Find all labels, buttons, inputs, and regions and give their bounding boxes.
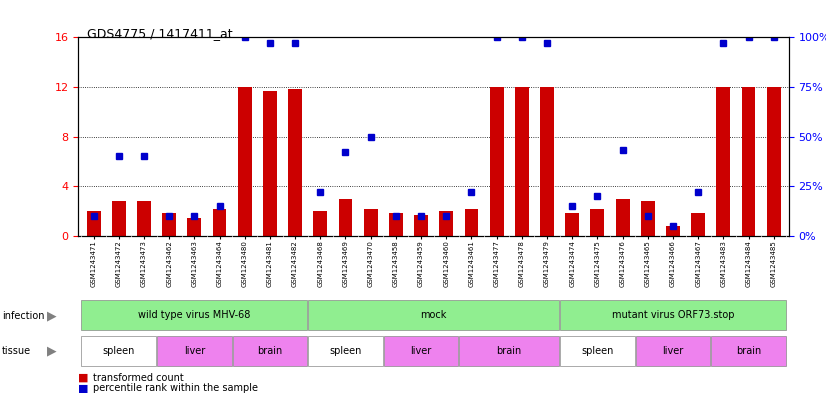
Bar xyxy=(691,213,705,236)
Bar xyxy=(87,211,101,236)
Text: liver: liver xyxy=(662,346,684,356)
Bar xyxy=(636,336,710,366)
Bar xyxy=(742,87,756,236)
Text: ■: ■ xyxy=(78,373,89,383)
Bar xyxy=(459,336,559,366)
Text: mutant virus ORF73.stop: mutant virus ORF73.stop xyxy=(612,310,734,320)
Bar xyxy=(540,87,554,236)
Bar xyxy=(560,336,634,366)
Bar xyxy=(384,336,458,366)
Bar xyxy=(137,201,151,236)
Text: ▶: ▶ xyxy=(46,309,56,322)
Text: percentile rank within the sample: percentile rank within the sample xyxy=(93,383,259,393)
Text: brain: brain xyxy=(257,346,282,356)
Text: tissue: tissue xyxy=(2,346,31,356)
Text: spleen: spleen xyxy=(330,346,362,356)
Bar xyxy=(641,201,655,236)
Bar xyxy=(363,209,377,236)
Text: GDS4775 / 1417411_at: GDS4775 / 1417411_at xyxy=(87,28,232,40)
Bar xyxy=(490,87,504,236)
Bar xyxy=(263,91,277,236)
Bar xyxy=(238,87,252,236)
Bar xyxy=(157,336,231,366)
Text: wild type virus MHV-68: wild type virus MHV-68 xyxy=(138,310,250,320)
Text: spleen: spleen xyxy=(582,346,614,356)
Text: brain: brain xyxy=(496,346,522,356)
Bar xyxy=(339,198,353,236)
Text: brain: brain xyxy=(736,346,761,356)
Bar xyxy=(389,213,403,236)
Text: infection: infection xyxy=(2,310,44,321)
Text: mock: mock xyxy=(420,310,447,320)
Bar xyxy=(767,87,781,236)
Bar xyxy=(313,211,327,236)
Bar xyxy=(515,87,529,236)
Bar xyxy=(414,215,428,236)
Bar xyxy=(716,87,730,236)
Bar xyxy=(308,300,559,331)
Bar xyxy=(188,219,202,236)
Bar xyxy=(711,336,786,366)
Bar xyxy=(212,209,226,236)
Bar xyxy=(464,209,478,236)
Bar xyxy=(308,336,382,366)
Bar xyxy=(288,90,302,236)
Bar xyxy=(560,300,786,331)
Bar xyxy=(112,201,126,236)
Bar xyxy=(666,226,680,236)
Bar xyxy=(82,336,156,366)
Bar xyxy=(615,198,629,236)
Bar xyxy=(591,209,605,236)
Bar xyxy=(565,213,579,236)
Bar xyxy=(233,336,307,366)
Text: spleen: spleen xyxy=(102,346,135,356)
Text: liver: liver xyxy=(411,346,432,356)
Bar xyxy=(162,213,176,236)
Bar xyxy=(82,300,307,331)
Text: ▶: ▶ xyxy=(46,344,56,358)
Text: ■: ■ xyxy=(78,383,89,393)
Text: liver: liver xyxy=(183,346,205,356)
Text: transformed count: transformed count xyxy=(93,373,184,383)
Bar xyxy=(439,211,453,236)
